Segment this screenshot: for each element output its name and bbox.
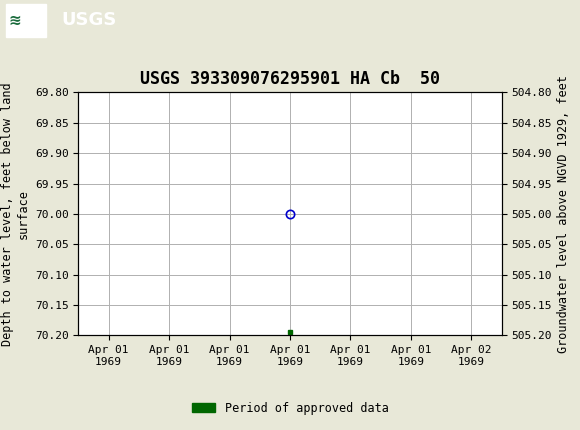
Text: ≋: ≋ [8,13,21,28]
Bar [6,4,46,37]
Y-axis label: Depth to water level, feet below land
surface: Depth to water level, feet below land su… [1,82,29,346]
Text: USGS: USGS [61,12,116,29]
Legend: Period of approved data: Period of approved data [187,397,393,420]
Y-axis label: Groundwater level above NGVD 1929, feet: Groundwater level above NGVD 1929, feet [557,75,571,353]
Title: USGS 393309076295901 HA Cb  50: USGS 393309076295901 HA Cb 50 [140,70,440,88]
